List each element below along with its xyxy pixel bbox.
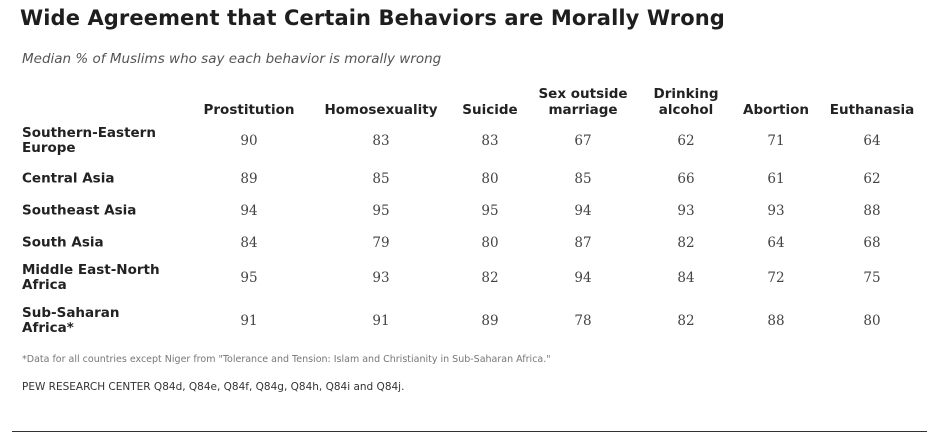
column-header: Euthanasia [829,102,915,118]
table-cell: 80 [481,235,499,251]
table-cell: 89 [481,313,499,329]
table-cell: 68 [863,235,881,251]
table-cell: 79 [372,235,390,251]
table-row: Middle East-North Africa 95 93 82 94 84 72 75 [0,260,939,296]
footnote: *Data for all countries except Niger fro… [22,354,551,365]
table-cell: 91 [240,313,258,329]
table-row: Central Asia 89 85 80 85 66 61 62 [0,164,939,194]
row-label: Southern-Eastern Europe [22,125,156,156]
column-header: Drinking alcohol [653,86,719,118]
table-cell: 89 [240,171,258,187]
table-cell: 80 [481,171,499,187]
row-label: Middle East-North Africa [22,262,160,293]
table-cell: 66 [677,171,695,187]
table-cell: 64 [863,133,881,149]
table-cell: 78 [574,313,592,329]
column-header: Suicide [462,102,518,118]
table-cell: 82 [677,313,695,329]
table-cell: 94 [574,270,592,286]
row-label: South Asia [22,234,104,251]
table-cell: 64 [767,235,785,251]
table-cell: 84 [240,235,258,251]
table-row: South Asia 84 79 80 87 82 64 68 [0,228,939,258]
chart-title: Wide Agreement that Certain Behaviors ar… [20,6,725,30]
table-cell: 95 [372,203,390,219]
table-cell: 61 [767,171,785,187]
chart-subtitle: Median % of Muslims who say each behavio… [22,51,442,67]
table-cell: 88 [863,203,881,219]
column-header: Sex outside marriage [538,86,628,118]
row-label: Central Asia [22,170,115,187]
table-cell: 83 [481,133,499,149]
column-header: Abortion [742,102,810,118]
table-cell: 62 [863,171,881,187]
table-cell: 90 [240,133,258,149]
table-cell: 93 [372,270,390,286]
table-cell: 95 [240,270,258,286]
column-header: Homosexuality [324,102,438,118]
table-cell: 88 [767,313,785,329]
table-cell: 93 [767,203,785,219]
table-cell: 62 [677,133,695,149]
table-cell: 67 [574,133,592,149]
table-cell: 80 [863,313,881,329]
table-cell: 85 [372,171,390,187]
bottom-rule [12,431,927,432]
table-cell: 83 [372,133,390,149]
row-label: Sub-Saharan Africa* [22,305,120,336]
table-cell: 84 [677,270,695,286]
table-cell: 82 [481,270,499,286]
table-row: Sub-Saharan Africa* 91 91 89 78 82 88 80 [0,302,939,340]
source-note: PEW RESEARCH CENTER Q84d, Q84e, Q84f, Q8… [22,381,405,393]
table-cell: 91 [372,313,390,329]
table-cell: 72 [767,270,785,286]
table-cell: 71 [767,133,785,149]
table-cell: 82 [677,235,695,251]
table-cell: 85 [574,171,592,187]
table-cell: 94 [574,203,592,219]
table-row: Southern-Eastern Europe 90 83 83 67 62 71 64 [0,124,939,158]
table-cell: 95 [481,203,499,219]
column-header-row: Prostitution Homosexuality Suicide Sex outs… [0,78,939,118]
row-label: Southeast Asia [22,202,137,219]
column-header: Prostitution [203,102,295,118]
table-cell: 94 [240,203,258,219]
table-cell: 87 [574,235,592,251]
table-cell: 75 [863,270,881,286]
table-row: Southeast Asia 94 95 95 94 93 93 88 [0,196,939,226]
table-cell: 93 [677,203,695,219]
